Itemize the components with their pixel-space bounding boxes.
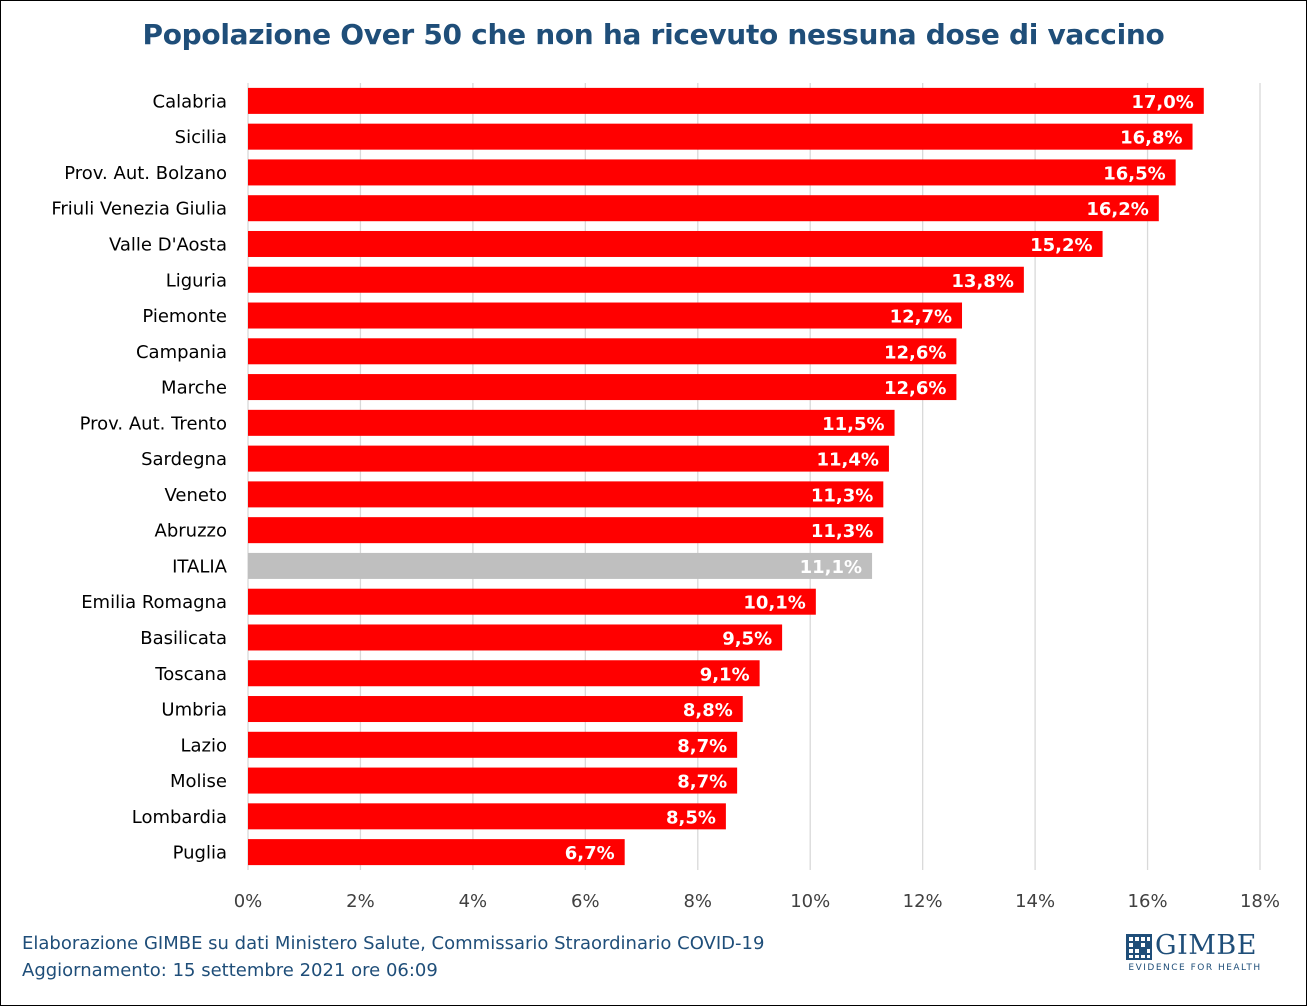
bar bbox=[248, 588, 816, 615]
bar bbox=[248, 159, 1176, 186]
bar bbox=[248, 624, 783, 651]
x-tick-label: 14% bbox=[1015, 891, 1055, 912]
x-tick-labels: 0% 2% 4% 6% 8% 10% 12% 14% 16% 18% bbox=[234, 891, 1280, 912]
data-label: 8,8% bbox=[683, 700, 733, 721]
category-label: Puglia bbox=[173, 843, 227, 864]
bar bbox=[248, 517, 884, 544]
data-label: 12,6% bbox=[884, 342, 946, 363]
data-label: 11,3% bbox=[811, 485, 873, 506]
data-label: 8,5% bbox=[666, 807, 716, 828]
category-label: Calabria bbox=[153, 91, 228, 112]
bar bbox=[248, 195, 1159, 222]
data-label: 11,3% bbox=[811, 521, 873, 542]
bar bbox=[248, 839, 625, 866]
category-label: Toscana bbox=[154, 664, 227, 685]
data-label: 6,7% bbox=[565, 843, 615, 864]
bar bbox=[248, 767, 738, 794]
x-tick-label: 12% bbox=[903, 891, 943, 912]
category-labels: Calabria Sicilia Prov. Aut. Bolzano Friuli … bbox=[51, 91, 227, 863]
category-label: Liguria bbox=[166, 270, 227, 291]
data-label: 11,1% bbox=[800, 557, 862, 578]
data-label: 16,2% bbox=[1086, 199, 1148, 220]
data-label: 16,8% bbox=[1120, 128, 1182, 149]
category-label: Prov. Aut. Bolzano bbox=[64, 163, 227, 184]
data-label: 11,4% bbox=[816, 450, 878, 471]
x-tick-label: 6% bbox=[571, 891, 600, 912]
category-label: Campania bbox=[136, 342, 227, 363]
category-label: Friuli Venezia Giulia bbox=[51, 199, 227, 220]
data-label: 9,1% bbox=[700, 664, 750, 685]
data-label: 9,5% bbox=[722, 628, 772, 649]
bar bbox=[248, 87, 1204, 114]
data-label: 13,8% bbox=[951, 271, 1013, 292]
footer-source: Elaborazione GIMBE su dati Ministero Sal… bbox=[22, 933, 765, 954]
category-label: Prov. Aut. Trento bbox=[80, 413, 227, 434]
bar bbox=[248, 731, 738, 758]
category-label: Marche bbox=[161, 378, 227, 399]
data-label: 12,6% bbox=[884, 378, 946, 399]
gimbe-logo: GIMBE EVIDENCE FOR HEALTH bbox=[1126, 930, 1266, 978]
bars bbox=[248, 87, 1204, 866]
chart-title: Popolazione Over 50 che non ha ricevuto … bbox=[142, 18, 1165, 51]
category-label: Molise bbox=[170, 771, 227, 792]
x-tick-label: 4% bbox=[459, 891, 488, 912]
bar bbox=[248, 445, 889, 472]
category-label: Abruzzo bbox=[155, 521, 227, 542]
bar bbox=[248, 481, 884, 508]
x-tick-label: 18% bbox=[1240, 891, 1280, 912]
bar bbox=[248, 696, 743, 723]
x-tick-label: 0% bbox=[234, 891, 263, 912]
category-label: Sardegna bbox=[141, 449, 227, 470]
category-label: Emilia Romagna bbox=[81, 592, 227, 613]
data-label: 12,7% bbox=[890, 307, 952, 328]
category-label: Lombardia bbox=[132, 807, 227, 828]
x-tick-label: 10% bbox=[790, 891, 830, 912]
bar bbox=[248, 374, 957, 401]
category-label: Sicilia bbox=[175, 127, 227, 148]
category-label: Valle D'Aosta bbox=[109, 234, 227, 255]
data-label: 8,7% bbox=[677, 736, 727, 757]
bar bbox=[248, 123, 1193, 150]
category-label: Umbria bbox=[161, 700, 227, 721]
gimbe-logo-word: GIMBE bbox=[1155, 930, 1257, 961]
gimbe-logo-mark-icon bbox=[1126, 934, 1152, 960]
footer-updated: Aggiornamento: 15 settembre 2021 ore 06:… bbox=[22, 960, 438, 981]
category-label: Veneto bbox=[164, 485, 227, 506]
bar bbox=[248, 302, 963, 329]
category-label: Basilicata bbox=[140, 628, 227, 649]
category-label: Piemonte bbox=[142, 306, 227, 327]
data-label: 16,5% bbox=[1103, 163, 1165, 184]
data-labels: 17,0% 16,8% 16,5% 16,2% 15,2% 13,8% 12,7% 12,6%… bbox=[565, 92, 1194, 864]
bar bbox=[248, 803, 726, 830]
bar bbox=[248, 409, 895, 436]
category-label: Lazio bbox=[180, 735, 227, 756]
x-tick-label: 8% bbox=[683, 891, 712, 912]
bar bbox=[248, 266, 1024, 293]
bar bbox=[248, 230, 1103, 257]
data-label: 10,1% bbox=[743, 593, 805, 614]
x-tick-label: 2% bbox=[346, 891, 375, 912]
data-label: 11,5% bbox=[822, 414, 884, 435]
bar bbox=[248, 552, 873, 579]
bar bbox=[248, 338, 957, 365]
x-tick-label: 16% bbox=[1128, 891, 1168, 912]
category-label: ITALIA bbox=[172, 556, 228, 577]
data-label: 15,2% bbox=[1030, 235, 1092, 256]
data-label: 17,0% bbox=[1131, 92, 1193, 113]
gimbe-logo-tagline: EVIDENCE FOR HEALTH bbox=[1128, 963, 1262, 973]
bar bbox=[248, 660, 760, 687]
data-label: 8,7% bbox=[677, 772, 727, 793]
